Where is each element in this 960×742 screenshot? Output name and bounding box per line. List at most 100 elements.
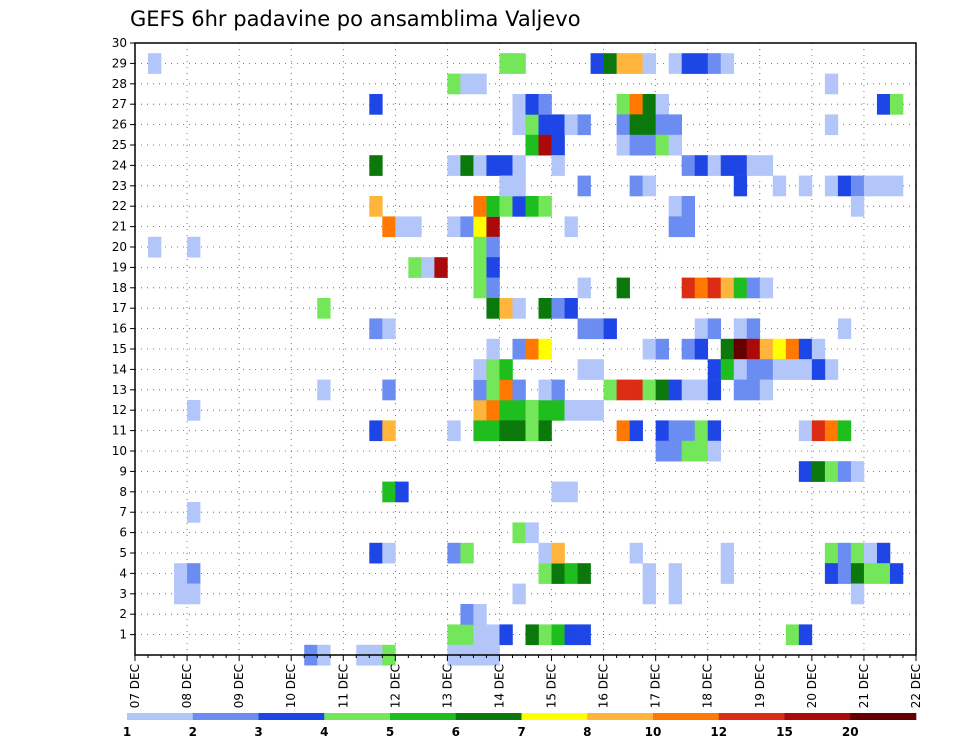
heatmap-cell	[876, 175, 891, 197]
heatmap-cell	[577, 400, 591, 421]
colorbar-swatch	[521, 713, 588, 720]
heatmap-cell	[876, 542, 891, 564]
y-tick-label: 30	[112, 36, 127, 50]
heatmap-cell	[668, 134, 682, 156]
heatmap-cell	[798, 175, 813, 197]
heatmap-cell	[824, 563, 839, 584]
x-tick-label: 07 DEC	[128, 664, 142, 708]
heatmap-cell	[629, 542, 643, 564]
heatmap-cell	[603, 379, 617, 401]
heatmap-cell	[408, 216, 422, 238]
heatmap-cell	[538, 542, 552, 564]
heatmap-cell	[707, 359, 722, 380]
heatmap-cell	[538, 624, 552, 646]
heatmap-cell	[824, 114, 839, 136]
heatmap-cell	[798, 420, 813, 442]
y-tick-label: 1	[119, 628, 127, 642]
heatmap-cell	[850, 175, 865, 197]
heatmap-cell	[369, 318, 383, 340]
heatmap-cell	[616, 94, 630, 115]
heatmap-cell	[564, 624, 578, 646]
heatmap-cell	[876, 563, 891, 584]
heatmap-cell	[187, 583, 201, 605]
heatmap-cell	[564, 114, 578, 136]
heatmap-cell	[707, 53, 722, 74]
heatmap-cell	[824, 73, 839, 95]
heatmap-cell	[616, 420, 630, 442]
heatmap-cell	[759, 359, 774, 380]
heatmap-cell	[694, 440, 709, 462]
y-tick-label: 11	[112, 424, 127, 438]
heatmap-cell	[473, 155, 487, 176]
heatmap-cell	[759, 277, 774, 299]
x-tick-label: 22 DEC	[909, 664, 923, 708]
heatmap-cell	[681, 420, 696, 442]
heatmap-cell	[746, 318, 761, 340]
colorbar-swatch	[718, 713, 785, 720]
heatmap-cell	[694, 277, 709, 299]
y-tick-label: 25	[112, 138, 127, 152]
heatmap-cell	[811, 420, 826, 442]
heatmap-cell	[720, 53, 735, 74]
heatmap-cell	[187, 563, 201, 584]
colorbar-swatch	[258, 713, 325, 720]
heatmap-cell	[655, 114, 669, 136]
heatmap-cell	[499, 175, 513, 197]
heatmap-cell	[551, 379, 565, 401]
heatmap-cell	[889, 563, 904, 584]
heatmap-cell	[460, 542, 474, 564]
heatmap-cell	[577, 624, 591, 646]
heatmap-cell	[863, 563, 878, 584]
heatmap-cell	[746, 155, 761, 176]
heatmap-cell	[551, 400, 565, 421]
heatmap-cell	[850, 583, 865, 605]
heatmap-cell	[538, 563, 552, 584]
heatmap-cell	[629, 114, 643, 136]
heatmap-cell	[525, 134, 539, 156]
heatmap-cell	[681, 277, 696, 299]
heatmap-cell	[590, 359, 604, 380]
heatmap-cell	[577, 563, 591, 584]
heatmap-cell	[642, 563, 656, 584]
heatmap-cell	[512, 53, 526, 74]
heatmap-cell	[616, 277, 630, 299]
heatmap-cell	[655, 134, 669, 156]
heatmap-cell	[447, 216, 461, 238]
x-tick-label: 19 DEC	[753, 664, 767, 708]
heatmap-cell	[655, 420, 669, 442]
y-tick-label: 4	[119, 566, 127, 580]
heatmap-cell	[681, 216, 696, 238]
heatmap-cell	[798, 359, 813, 380]
heatmap-cell	[551, 114, 565, 136]
colorbar-label: 7	[517, 725, 525, 739]
heatmap-cell	[603, 318, 617, 340]
heatmap-cell	[499, 624, 513, 646]
heatmap-cell	[694, 338, 709, 360]
heatmap-cell	[824, 420, 839, 442]
heatmap-cell	[369, 542, 383, 564]
heatmap-cell	[486, 379, 500, 401]
y-tick-label: 16	[112, 322, 127, 336]
heatmap-cell	[460, 155, 474, 176]
heatmap-cell	[824, 542, 839, 564]
heatmap-cell	[746, 359, 761, 380]
heatmap-cell	[837, 420, 852, 442]
y-tick-label: 9	[119, 464, 127, 478]
colorbar-label: 20	[842, 725, 859, 739]
heatmap-cell	[187, 502, 201, 523]
heatmap-cell	[850, 542, 865, 564]
colorbar-swatch	[324, 713, 391, 720]
heatmap-cell	[707, 420, 722, 442]
heatmap-cell	[642, 175, 656, 197]
heatmap-cell	[746, 379, 761, 401]
heatmap-cell	[174, 563, 188, 584]
x-tick-label: 20 DEC	[805, 664, 819, 708]
heatmap-cell	[382, 481, 396, 503]
heatmap-cell	[395, 216, 409, 238]
heatmap-cell	[772, 175, 787, 197]
heatmap-cell	[538, 94, 552, 115]
heatmap-cell	[642, 338, 656, 360]
colorbar-swatch	[455, 713, 522, 720]
heatmap-cell	[837, 563, 852, 584]
heatmap-cell	[499, 53, 513, 74]
